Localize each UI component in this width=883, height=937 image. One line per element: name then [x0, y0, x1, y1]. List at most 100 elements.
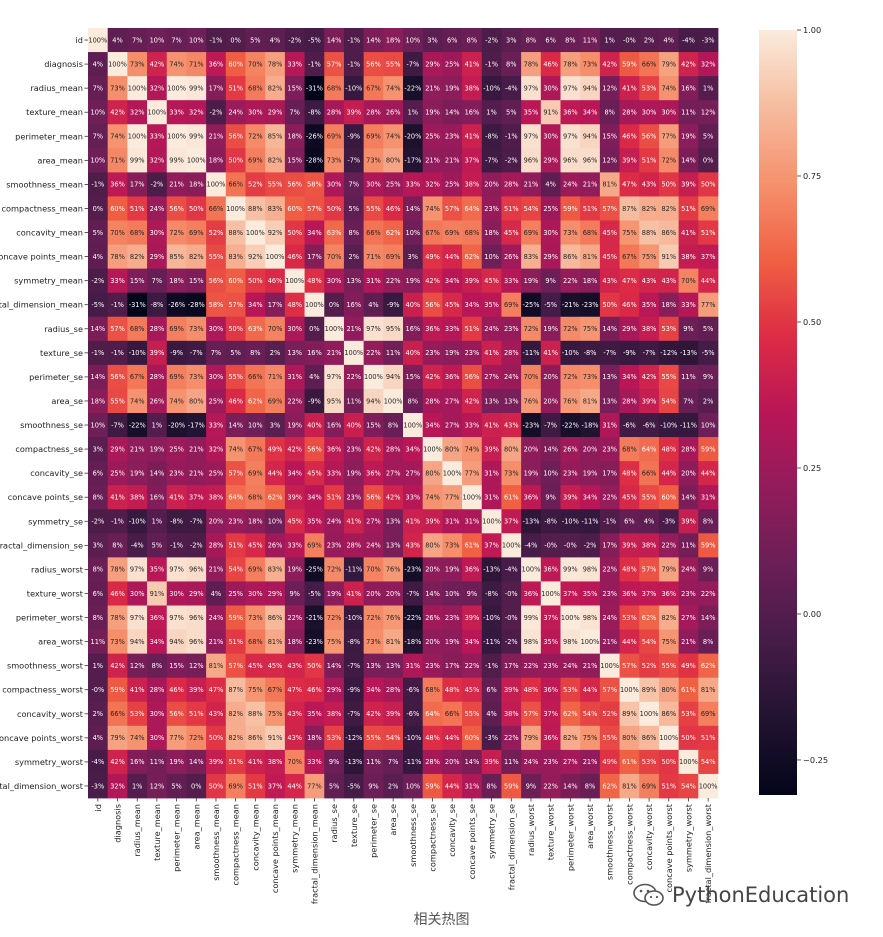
- heatmap-cell: [88, 749, 109, 775]
- heatmap-cell: [206, 316, 227, 342]
- cell-value-label: 30%: [150, 229, 165, 237]
- cell-value-label: 45%: [602, 229, 617, 237]
- cell-value-label: 51%: [189, 710, 204, 718]
- cell-value-label: 24%: [209, 614, 224, 622]
- heatmap-cell: [265, 629, 286, 655]
- cell-value-label: 13%: [386, 518, 401, 526]
- cell-value-label: 68%: [425, 686, 440, 694]
- heatmap-cell: [678, 244, 699, 270]
- cell-value-label: 67%: [130, 373, 145, 381]
- heatmap-cell: [324, 437, 345, 462]
- heatmap-cell: [206, 388, 227, 414]
- heatmap-cell: [462, 172, 483, 197]
- cell-value-label: 5%: [703, 325, 713, 333]
- cell-value-label: -13%: [345, 758, 362, 766]
- heatmap-cell: [639, 413, 660, 438]
- heatmap-cell: [403, 220, 424, 245]
- heatmap-cell: [127, 316, 148, 342]
- cell-value-label: 48%: [445, 686, 460, 694]
- heatmap-cell: [422, 100, 443, 125]
- cell-value-label: 36%: [110, 181, 125, 189]
- cell-value-label: 5%: [152, 542, 162, 550]
- heatmap-cell: [225, 196, 246, 221]
- cell-value-label: 30%: [543, 84, 558, 92]
- row-label: compactness_worst: [2, 685, 84, 695]
- heatmap-cell: [639, 196, 660, 221]
- cell-value-label: 51%: [504, 205, 519, 213]
- cell-value-label: 22%: [465, 662, 480, 670]
- heatmap-cell: [265, 509, 286, 534]
- cell-value-label: 38%: [642, 325, 657, 333]
- cell-value-label: 100%: [246, 229, 265, 237]
- cell-value-label: 86%: [563, 253, 578, 261]
- heatmap-cell: [540, 701, 561, 727]
- cell-value-label: 57%: [327, 60, 342, 68]
- cell-value-label: 22%: [602, 494, 617, 502]
- cell-value-label: 10%: [268, 518, 283, 526]
- cell-value-label: 86%: [248, 734, 263, 742]
- heatmap-cell: [107, 52, 128, 77]
- cell-value-label: 33%: [150, 133, 165, 141]
- heatmap-cell: [324, 76, 345, 101]
- heatmap-cell: [284, 533, 305, 558]
- heatmap-cell: [599, 413, 620, 438]
- cell-value-label: 100%: [344, 349, 363, 357]
- cell-value-label: 56%: [110, 373, 125, 381]
- cell-value-label: 50%: [209, 734, 224, 742]
- cell-value-label: -10%: [345, 84, 362, 92]
- cell-value-label: 48%: [622, 469, 637, 477]
- heatmap-cell: [481, 605, 502, 630]
- heatmap-cell: [343, 76, 365, 101]
- cell-value-label: 61%: [681, 686, 696, 694]
- cell-value-label: 22%: [287, 397, 302, 405]
- cell-value-label: 10%: [91, 109, 106, 117]
- cell-value-label: 8%: [506, 60, 516, 68]
- heatmap-cell: [107, 316, 128, 342]
- cell-value-label: 21%: [209, 638, 224, 646]
- cell-value-label: 20%: [366, 590, 381, 598]
- heatmap-cell: [245, 28, 266, 53]
- cell-value-label: 14%: [602, 325, 617, 333]
- heatmap-cell: [422, 653, 443, 679]
- cell-value-label: 9%: [368, 782, 378, 790]
- row-labels: iddiagnosisradius_meantexture_meanperime…: [0, 35, 88, 791]
- cell-value-label: -9%: [347, 686, 360, 694]
- cell-value-label: 46%: [169, 686, 184, 694]
- cell-value-label: 48%: [622, 566, 637, 574]
- heatmap-cell: [225, 485, 246, 510]
- cell-value-label: -2%: [210, 109, 223, 117]
- cell-value-label: 41%: [465, 133, 480, 141]
- cell-value-label: 3%: [270, 421, 280, 429]
- heatmap-cell: [422, 509, 443, 534]
- heatmap-cell: [521, 581, 542, 606]
- heatmap-cell: [343, 388, 365, 414]
- heatmap-cell: [521, 461, 542, 486]
- heatmap-cell: [107, 148, 128, 173]
- cell-value-label: 68%: [622, 445, 637, 453]
- heatmap-cell: [501, 52, 522, 77]
- heatmap-cell: [540, 773, 561, 799]
- cell-value-label: -25%: [522, 301, 539, 309]
- heatmap-cell: [166, 148, 187, 173]
- cell-value-label: 82%: [268, 157, 283, 165]
- heatmap-cell: [147, 244, 168, 270]
- heatmap-cell: [284, 28, 305, 53]
- cell-value-label: 64%: [642, 445, 657, 453]
- cell-value-label: 37%: [563, 590, 578, 598]
- cell-value-label: 41%: [465, 60, 480, 68]
- cell-value-label: 78%: [524, 60, 539, 68]
- cell-value-label: 39%: [622, 542, 637, 550]
- heatmap-cell: [540, 196, 561, 221]
- heatmap-cell: [107, 388, 128, 414]
- cell-value-label: -1%: [347, 60, 360, 68]
- heatmap-cell: [206, 76, 227, 101]
- heatmap-cell: [127, 100, 148, 125]
- heatmap-cell: [88, 677, 109, 703]
- cell-value-label: 11%: [346, 397, 361, 405]
- heatmap-cell: [324, 196, 345, 221]
- cell-value-label: 75%: [642, 253, 657, 261]
- heatmap-cell: [127, 244, 148, 270]
- heatmap-cell: [186, 340, 207, 366]
- cell-value-label: 42%: [386, 494, 401, 502]
- heatmap-cell: [186, 509, 207, 534]
